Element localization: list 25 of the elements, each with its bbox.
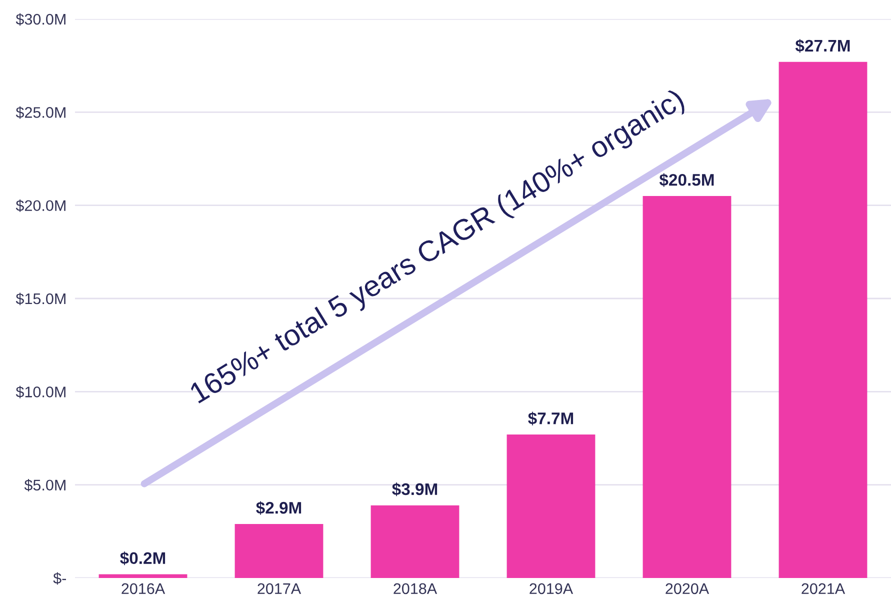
y-tick-label: $25.0M [16, 106, 66, 119]
bar [506, 434, 596, 578]
y-tick-label: $- [53, 572, 66, 585]
bar [778, 62, 868, 578]
y-tick-label: $20.0M [16, 200, 66, 212]
y-tick-label: $5.0M [24, 479, 66, 492]
y-tick-label: $30.0M [16, 13, 66, 26]
x-tick-label: 2018A [394, 583, 438, 594]
data-label: $2.9M [256, 501, 302, 515]
bar [98, 574, 188, 578]
x-tick-label: 2016A [122, 583, 166, 594]
x-tick-label: 2021A [802, 583, 846, 594]
data-label: $3.9M [392, 482, 438, 496]
bar [370, 505, 460, 578]
bar [234, 524, 324, 578]
x-tick-label: 2017A [258, 583, 302, 594]
data-label: $20.5M [659, 173, 714, 187]
data-label: $7.7M [528, 412, 574, 426]
y-tick-label: $15.0M [16, 292, 66, 306]
x-tick-label: 2020A [666, 583, 710, 594]
bar [642, 196, 732, 578]
y-tick-label: $10.0M [16, 386, 66, 398]
data-label: $0.2M [120, 552, 166, 566]
x-tick-label: 2019A [530, 583, 574, 594]
data-label: $27.7M [795, 39, 850, 53]
